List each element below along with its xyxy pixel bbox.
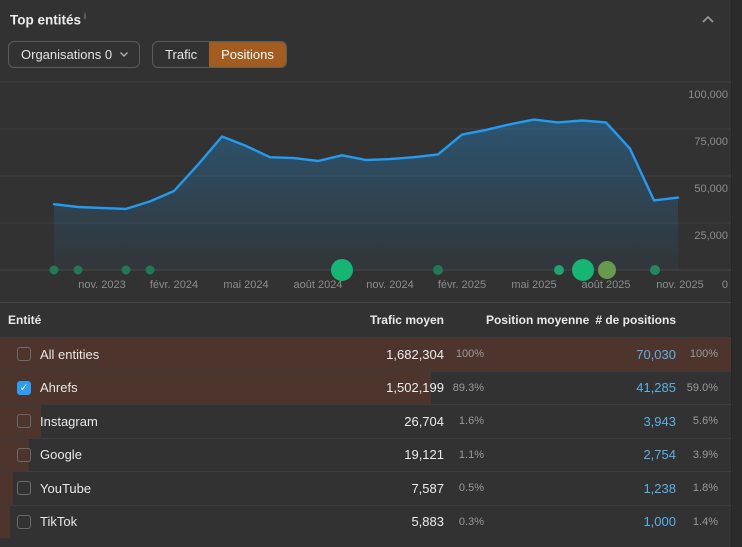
positions-value-link[interactable]: 70,030 — [636, 346, 676, 362]
x-axis-label: août 2024 — [294, 279, 343, 291]
y-axis-label: 50,000 — [694, 183, 728, 195]
info-icon[interactable]: i — [84, 11, 87, 21]
chevron-up-icon — [702, 15, 714, 23]
event-marker-dot[interactable] — [554, 265, 564, 275]
table-row[interactable]: Instagram 26,704 1.6% 3,943 5.6% — [0, 404, 731, 438]
positions-share-bar — [0, 472, 14, 505]
y-axis-label: 0 — [722, 279, 728, 291]
positions-value-link[interactable]: 1,000 — [643, 514, 676, 530]
chart-controls: Organisations 0 Trafic Positions — [8, 41, 287, 68]
event-marker-dot[interactable] — [121, 265, 131, 275]
traffic-value: 26,704 — [404, 413, 444, 429]
entity-checkbox[interactable] — [17, 414, 31, 429]
event-marker-dot[interactable] — [433, 265, 443, 275]
x-axis-label: août 2025 — [582, 279, 631, 291]
positions-share-bar — [0, 338, 731, 371]
page-title: Top entités i — [10, 11, 86, 28]
tab-trafic[interactable]: Trafic — [153, 42, 209, 67]
positions-history-chart: 100,000 75,000 50,000 25,000 0 nov. 2023 févr.… — [0, 75, 742, 296]
x-axis-label: févr. 2025 — [438, 279, 486, 291]
column-header-positions: Position moyenne # de positions — [484, 313, 676, 327]
positions-percent: 3.9% — [692, 448, 718, 461]
entity-name: Google — [40, 447, 82, 463]
column-header-avg-position[interactable]: Position moyenne — [485, 313, 590, 327]
positions-value-link[interactable]: 41,285 — [636, 380, 676, 396]
event-marker-dot[interactable] — [49, 265, 59, 275]
traffic-percent: 0.5% — [458, 482, 484, 495]
organisations-dropdown[interactable]: Organisations 0 — [8, 41, 141, 68]
traffic-percent: 0.3% — [458, 515, 484, 528]
positions-value-link[interactable]: 1,238 — [643, 480, 676, 496]
event-marker-dot[interactable] — [598, 261, 616, 279]
event-marker-dot[interactable] — [650, 265, 660, 275]
traffic-value: 19,121 — [404, 447, 444, 463]
traffic-value: 7,587 — [411, 480, 444, 496]
entity-checkbox[interactable] — [17, 481, 31, 496]
trend-line — [52, 118, 680, 211]
entity-name: All entities — [40, 346, 100, 362]
event-marker-dot[interactable] — [145, 265, 155, 275]
positions-value-link[interactable]: 2,754 — [643, 447, 676, 463]
event-marker-dot[interactable] — [331, 259, 353, 281]
positions-percent: 1.8% — [692, 482, 718, 495]
metric-toggle: Trafic Positions — [152, 41, 287, 68]
table-body: All entities 1,682,304 100% 70,030 100% … — [0, 337, 731, 538]
entity-name: TikTok — [40, 514, 78, 530]
event-marker-dot[interactable] — [73, 265, 83, 275]
x-axis-label: nov. 2024 — [366, 279, 414, 291]
table-row[interactable]: All entities 1,682,304 100% 70,030 100% — [0, 337, 731, 371]
positions-percent: 1.4% — [692, 515, 718, 528]
positions-percent: 5.6% — [692, 415, 718, 428]
column-header-num-positions[interactable]: # de positions — [595, 313, 676, 327]
entity-checkbox[interactable]: ✓ — [17, 380, 31, 395]
x-axis-label: nov. 2023 — [78, 279, 126, 291]
positions-value-link[interactable]: 3,943 — [643, 413, 676, 429]
traffic-percent: 89.3% — [452, 381, 484, 394]
entity-name: YouTube — [40, 480, 92, 496]
y-axis-label: 75,000 — [694, 136, 728, 148]
positions-percent: 100% — [689, 348, 718, 361]
x-axis-label: mai 2025 — [511, 279, 556, 291]
chart-canvas: 100,000 75,000 50,000 25,000 0 nov. 2023 févr.… — [0, 81, 742, 291]
traffic-value: 1,682,304 — [386, 346, 444, 362]
page-title-text: Top entités — [10, 12, 82, 28]
table-row[interactable]: TikTok 5,883 0.3% 1,000 1.4% — [0, 504, 731, 538]
positions-share-bar — [0, 405, 41, 438]
table-row[interactable]: YouTube 7,587 0.5% 1,238 1.8% — [0, 471, 731, 505]
traffic-percent: 100% — [455, 348, 484, 361]
x-axis-label: nov. 2025 — [656, 279, 704, 291]
table-row[interactable]: ✓ Ahrefs 1,502,199 89.3% 41,285 59.0% — [0, 370, 731, 404]
entities-table: Entité Trafic moyen Position moyenne # d… — [0, 302, 731, 538]
y-axis-label: 100,000 — [688, 89, 728, 101]
positions-share-bar — [0, 371, 432, 404]
positions-share-bar — [0, 438, 29, 471]
positions-percent: 59.0% — [686, 381, 718, 394]
column-header-traffic[interactable]: Trafic moyen — [369, 313, 444, 327]
traffic-value: 1,502,199 — [386, 380, 444, 396]
traffic-percent: 1.1% — [458, 448, 484, 461]
scrollbar-track[interactable] — [731, 0, 742, 547]
table-row[interactable]: Google 19,121 1.1% 2,754 3.9% — [0, 437, 731, 471]
entity-checkbox[interactable] — [17, 514, 31, 529]
organisations-dropdown-label: Organisations 0 — [21, 47, 113, 62]
chevron-down-icon — [120, 52, 129, 57]
column-header-entity[interactable]: Entité — [8, 313, 42, 327]
positions-share-bar — [0, 505, 11, 538]
area-fill — [54, 119, 678, 270]
panel-header: Top entités i — [0, 0, 731, 36]
entity-checkbox[interactable] — [17, 447, 31, 462]
entity-name: Ahrefs — [40, 380, 78, 396]
tab-positions[interactable]: Positions — [209, 42, 286, 67]
x-axis-label: mai 2024 — [223, 279, 268, 291]
entity-checkbox[interactable] — [17, 347, 31, 362]
event-marker-dot[interactable] — [572, 259, 594, 281]
y-axis-label: 25,000 — [694, 230, 728, 242]
traffic-value: 5,883 — [411, 514, 444, 530]
collapse-section-button[interactable] — [699, 10, 717, 28]
table-header-row: Entité Trafic moyen Position moyenne # d… — [0, 303, 731, 337]
x-axis-label: févr. 2024 — [150, 279, 198, 291]
traffic-percent: 1.6% — [458, 415, 484, 428]
entity-name: Instagram — [40, 413, 98, 429]
